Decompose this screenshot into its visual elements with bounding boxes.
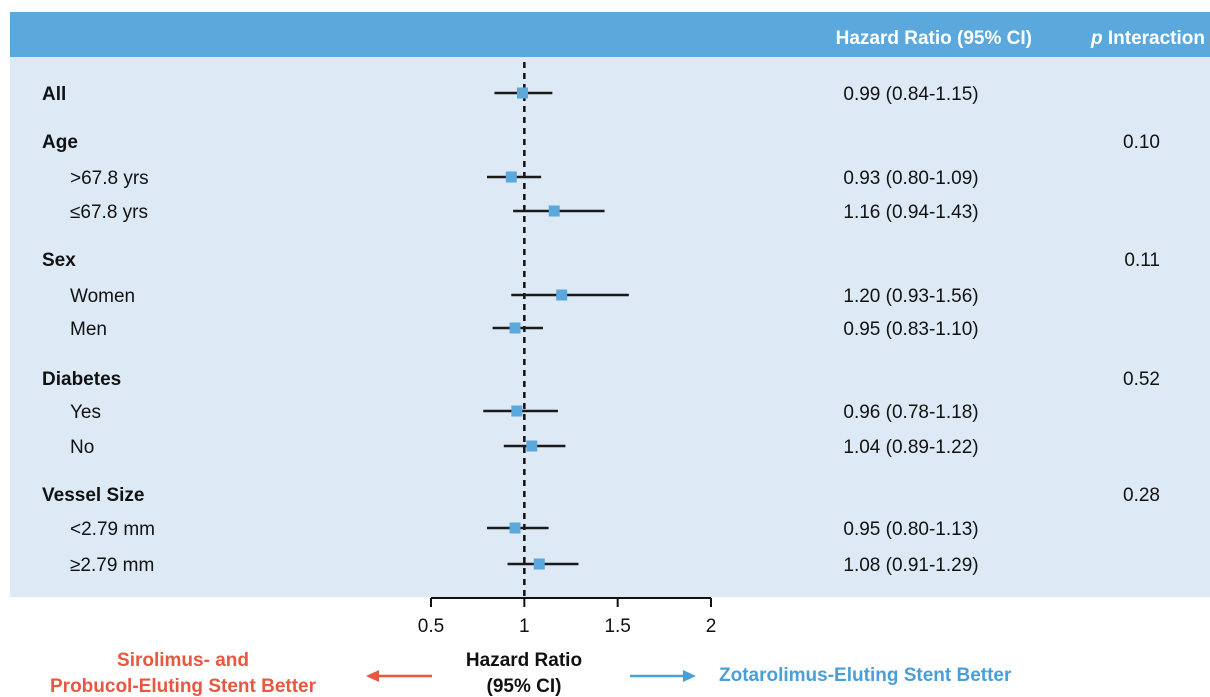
x-tick-label: 1.5 [604, 616, 630, 637]
hr-value: 0.95 (0.83-1.10) [843, 319, 978, 340]
hr-marker [556, 289, 568, 301]
forest-row: <2.79 mm 0.95 (0.80-1.13) [70, 519, 979, 540]
forest-row: No 1.04 (0.89-1.22) [70, 437, 979, 458]
forest-row: Women 1.20 (0.93-1.56) [70, 286, 979, 307]
forest-row: Diabetes 0.52 [42, 369, 1160, 390]
hr-value: 0.99 (0.84-1.15) [843, 84, 978, 105]
forest-row: Yes 0.96 (0.78-1.18) [70, 402, 979, 423]
forest-row: ≤67.8 yrs 1.16 (0.94-1.43) [70, 202, 979, 223]
hr-value: 0.93 (0.80-1.09) [843, 168, 978, 189]
hr-marker [526, 440, 538, 452]
category-label: Diabetes [42, 369, 121, 390]
left-arrow-icon [366, 670, 432, 682]
hr-value: 0.96 (0.78-1.18) [843, 402, 978, 423]
category-label: Vessel Size [42, 485, 144, 506]
subgroup-label: Yes [70, 402, 101, 423]
hr-value: 1.20 (0.93-1.56) [843, 286, 978, 307]
hr-marker [511, 405, 523, 417]
subgroup-label: No [70, 437, 94, 458]
forest-row: All 0.99 (0.84-1.15) [42, 84, 979, 105]
hr-marker [533, 558, 545, 570]
favors-left-label-line1: Sirolimus- and [117, 650, 249, 671]
x-axis-label-line1: Hazard Ratio [466, 650, 582, 671]
favors-right-label: Zotarolimus-Eluting Stent Better [719, 665, 1012, 686]
forest-row: >67.8 yrs 0.93 (0.80-1.09) [70, 168, 979, 189]
x-axis-label-line2: (95% CI) [487, 676, 562, 697]
x-tick-label: 1 [519, 616, 530, 637]
x-axis: 0.5 1 1.5 2 [418, 597, 717, 637]
forest-row: Men 0.95 (0.83-1.10) [70, 319, 979, 340]
right-arrow-icon [630, 670, 696, 682]
p-interaction-column-header: p Interaction [1090, 28, 1205, 49]
subgroup-label: Men [70, 319, 107, 340]
hr-marker [516, 87, 528, 99]
hr-value: 1.04 (0.89-1.22) [843, 437, 978, 458]
forest-row: ≥2.79 mm 1.08 (0.91-1.29) [70, 555, 979, 576]
hr-value: 0.95 (0.80-1.13) [843, 519, 978, 540]
category-label: Sex [42, 250, 76, 271]
category-label: All [42, 84, 66, 105]
x-tick-label: 0.5 [418, 616, 444, 637]
p-interaction-value: 0.52 [1123, 369, 1160, 390]
favors-left-label-line2: Probucol-Eluting Stent Better [50, 676, 317, 697]
p-interaction-value: 0.28 [1123, 485, 1160, 506]
p-interaction-value: 0.10 [1123, 132, 1160, 153]
header-bar [10, 12, 1210, 57]
subgroup-label: ≥2.79 mm [70, 555, 154, 576]
forest-row: Sex 0.11 [42, 250, 1160, 271]
forest-row: Vessel Size 0.28 [42, 485, 1160, 506]
hr-marker [505, 171, 517, 183]
p-interaction-value: 0.11 [1124, 250, 1160, 271]
hr-value: 1.08 (0.91-1.29) [843, 555, 978, 576]
hr-value: 1.16 (0.94-1.43) [843, 202, 978, 223]
x-tick-label: 2 [706, 616, 717, 637]
hr-marker [509, 322, 521, 334]
forest-rows: All 0.99 (0.84-1.15) Age 0.10 >67.8 yrs 0.93 … [42, 62, 1160, 597]
plot-panel [10, 57, 1210, 597]
subgroup-label: >67.8 yrs [70, 168, 149, 189]
subgroup-label: Women [70, 286, 135, 307]
subgroup-label: ≤67.8 yrs [70, 202, 148, 223]
hr-column-header: Hazard Ratio (95% CI) [836, 28, 1032, 49]
category-label: Age [42, 132, 78, 153]
hr-marker [509, 522, 521, 534]
forest-row: Age 0.10 [42, 132, 1160, 153]
subgroup-label: <2.79 mm [70, 519, 155, 540]
hr-marker [548, 205, 560, 217]
